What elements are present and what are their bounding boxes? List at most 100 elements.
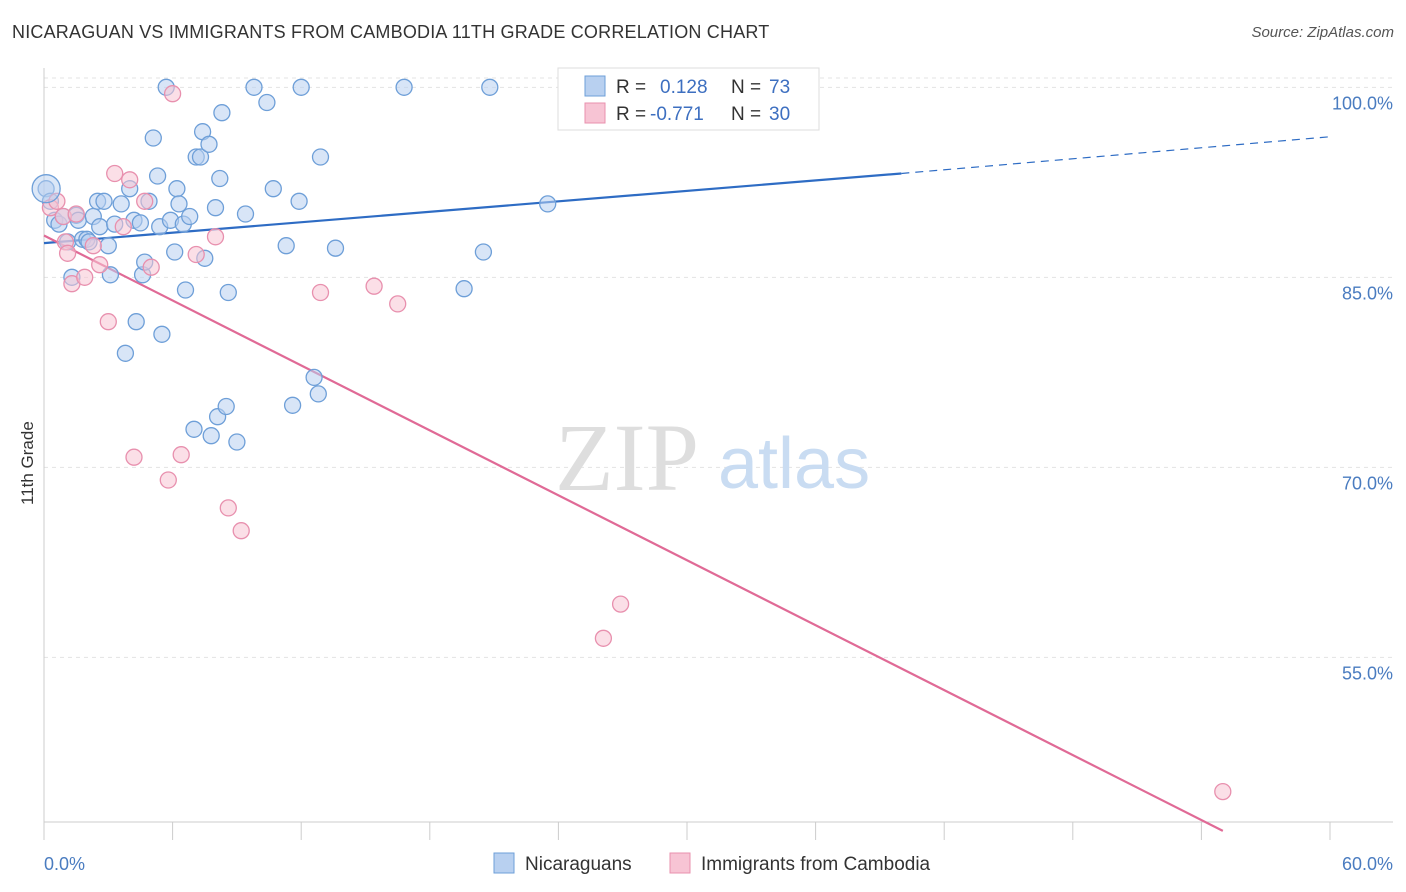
trend-line-cambodia xyxy=(43,234,1224,832)
point-cambodia-17 xyxy=(163,85,182,103)
watermark-zip: ZIP xyxy=(555,404,699,511)
point-nicaraguans-20 xyxy=(116,344,135,362)
point-nicaraguans-51 xyxy=(217,397,235,416)
x-tick-labels: 0.0% 60.0% xyxy=(44,854,1393,874)
point-nicaraguans-68 xyxy=(474,243,493,261)
point-nicaraguans-14 xyxy=(91,218,109,236)
y-tick-label-0: 55.0% xyxy=(1342,663,1393,683)
point-nicaraguans-19 xyxy=(112,195,130,213)
point-cambodia-7 xyxy=(84,237,102,255)
point-nicaraguans-28 xyxy=(144,129,162,147)
point-nicaraguans-67 xyxy=(455,280,473,298)
legend-n-label-1: N = xyxy=(731,77,761,98)
legend-bottom: Nicaraguans Immigrants from Cambodia xyxy=(493,852,931,875)
point-nicaraguans-36 xyxy=(170,195,188,213)
point-nicaraguans-38 xyxy=(176,281,195,299)
point-nicaraguans-59 xyxy=(283,396,302,414)
legend-swatch-blue xyxy=(584,75,606,97)
point-cambodia-12 xyxy=(121,171,139,189)
point-cambodia-24 xyxy=(365,277,383,295)
point-nicaraguans-42 xyxy=(191,148,210,166)
legend-n-value-2: 30 xyxy=(769,104,790,125)
point-cambodia-8 xyxy=(91,256,109,274)
point-cambodia-11 xyxy=(114,218,132,236)
x-tick-label-0: 0.0% xyxy=(44,854,85,874)
point-cambodia-13 xyxy=(125,448,143,466)
point-nicaraguans-69 xyxy=(481,78,499,96)
point-nicaraguans-23 xyxy=(127,313,145,331)
legend-r-value-1: 0.128 xyxy=(660,77,708,98)
legend-n-label-2: N = xyxy=(731,104,761,125)
point-nicaraguans-56 xyxy=(258,93,276,112)
trend-line-nicaraguans-extension xyxy=(901,136,1331,175)
legend-n-value-1: 73 xyxy=(769,77,790,98)
data-points xyxy=(31,78,1232,801)
point-nicaraguans-31 xyxy=(153,325,171,343)
point-nicaraguans-39 xyxy=(181,207,199,226)
point-cambodia-20 xyxy=(206,228,225,246)
point-nicaraguans-35 xyxy=(168,180,186,198)
y-tick-label-1: 70.0% xyxy=(1342,473,1393,493)
point-cambodia-9 xyxy=(99,313,117,331)
point-nicaraguans-65 xyxy=(326,239,345,257)
point-cambodia-26 xyxy=(594,629,613,647)
point-nicaraguans-70 xyxy=(539,195,557,213)
watermark: ZIP atlas xyxy=(555,404,870,511)
point-nicaraguans-24 xyxy=(131,214,150,232)
chart-title: NICARAGUAN VS IMMIGRANTS FROM CAMBODIA 1… xyxy=(12,22,770,42)
point-cambodia-16 xyxy=(159,471,177,489)
source-credit: Source: ZipAtlas.com xyxy=(1251,24,1394,41)
point-nicaraguans-16 xyxy=(99,237,117,255)
point-nicaraguans-49 xyxy=(211,169,229,188)
point-nicaraguans-63 xyxy=(309,385,327,403)
x-tick-label-1: 60.0% xyxy=(1342,854,1393,874)
point-cambodia-18 xyxy=(172,446,190,464)
point-nicaraguans-54 xyxy=(236,205,255,223)
point-nicaraguans-17 xyxy=(101,266,120,284)
legend-swatch-pink xyxy=(584,102,606,124)
point-cambodia-25 xyxy=(389,295,407,313)
point-nicaraguans-64 xyxy=(311,148,330,166)
point-nicaraguans-15 xyxy=(95,192,113,210)
watermark-atlas: atlas xyxy=(718,424,870,504)
point-nicaraguans-61 xyxy=(292,78,310,96)
point-cambodia-10 xyxy=(106,164,124,183)
point-cambodia-14 xyxy=(136,192,154,210)
legend-r-label-1: R = xyxy=(616,77,646,98)
legend-bottom-label-1: Nicaraguans xyxy=(525,854,632,875)
y-axis-label: 11th Grade xyxy=(18,421,37,505)
point-cambodia-15 xyxy=(142,258,160,276)
point-cambodia-28 xyxy=(1214,782,1232,801)
legend-bottom-swatch-blue xyxy=(493,852,515,874)
point-cambodia-5 xyxy=(67,205,85,223)
point-cambodia-27 xyxy=(611,595,630,613)
point-nicaraguans-66 xyxy=(395,78,413,96)
point-nicaraguans-58 xyxy=(277,237,295,255)
point-nicaraguans-62 xyxy=(305,368,323,387)
point-nicaraguans-57 xyxy=(264,180,282,198)
point-cambodia-23 xyxy=(311,283,330,302)
point-cambodia-21 xyxy=(219,499,237,517)
point-nicaraguans-45 xyxy=(200,135,218,153)
point-cambodia-6 xyxy=(76,268,94,286)
y-tick-labels: 55.0% 70.0% 85.0% 100.0% xyxy=(1332,93,1393,683)
point-nicaraguans-34 xyxy=(166,243,184,261)
point-nicaraguans-29 xyxy=(148,167,167,185)
point-nicaraguans-40 xyxy=(185,420,203,438)
legend-top: R = 0.128 N = 73 R = -0.771 N = 30 xyxy=(557,67,820,131)
grid-lines xyxy=(44,77,1393,658)
point-nicaraguans-60 xyxy=(290,192,308,210)
legend-bottom-swatch-pink xyxy=(669,852,691,874)
point-nicaraguans-52 xyxy=(219,283,237,302)
point-cambodia-22 xyxy=(232,522,250,540)
legend-r-value-2: -0.771 xyxy=(650,104,704,125)
point-nicaraguans-53 xyxy=(228,433,246,451)
point-nicaraguans-cluster xyxy=(31,174,61,204)
point-nicaraguans-47 xyxy=(206,199,225,217)
y-tick-label-2: 85.0% xyxy=(1342,283,1393,303)
point-cambodia-19 xyxy=(187,245,205,264)
point-cambodia-29 xyxy=(58,244,77,262)
y-tick-label-3: 100.0% xyxy=(1332,93,1393,113)
legend-r-label-2: R = xyxy=(616,104,646,125)
